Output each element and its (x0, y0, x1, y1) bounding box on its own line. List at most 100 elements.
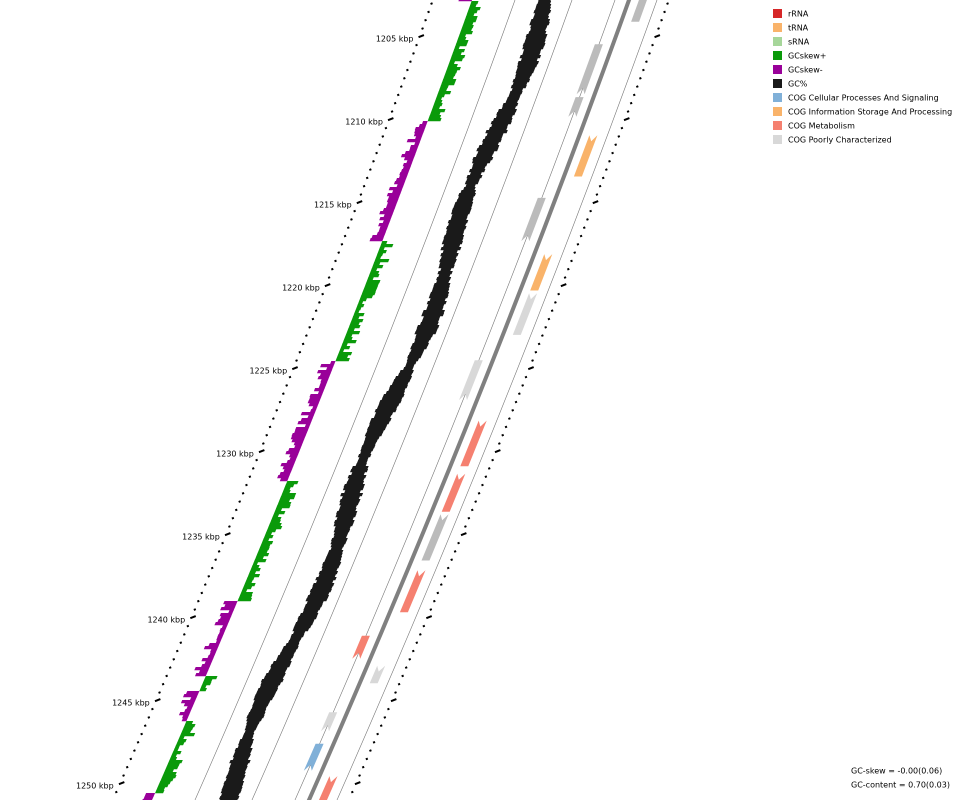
legend-swatch (773, 135, 782, 144)
ruler-tick (638, 76, 642, 80)
gc-skew-bar (223, 601, 238, 605)
gc-skew-bar (418, 124, 427, 128)
ruler-tick (396, 93, 400, 97)
gc-content-bar (501, 106, 517, 110)
ruler-label: 1210 kbp (345, 118, 383, 127)
gc-content-bar (254, 694, 276, 698)
gc-content-bar (410, 349, 425, 353)
gc-skew-bar (157, 784, 169, 788)
gc-skew-bar (162, 772, 177, 776)
gc-content-bar (446, 229, 465, 233)
gc-content-bar (454, 202, 474, 206)
gc-skew-bar (286, 481, 299, 485)
gc-content-bar (260, 682, 282, 686)
gc-content-bar (440, 256, 457, 260)
ruler-tick (343, 234, 347, 238)
ruler-tick (406, 68, 409, 72)
gc-skew-bar (265, 532, 273, 536)
gc-skew-bar (319, 382, 328, 386)
gene-arrow (399, 570, 426, 613)
gc-content-bar (253, 697, 274, 701)
gc-content-bar (373, 415, 392, 419)
gc-content-bar (440, 268, 452, 272)
gc-skew-bar (258, 547, 270, 551)
gc-content-bar (414, 331, 437, 335)
ruler-tick (330, 267, 334, 271)
gene-arrow (573, 135, 598, 177)
ruler-tick (573, 251, 577, 254)
gc-skew-bar (459, 31, 473, 35)
gc-content-bar (532, 16, 550, 20)
ruler-tick (654, 34, 661, 39)
gc-skew-bar (437, 91, 452, 95)
gc-content-bar (366, 430, 384, 434)
gc-content-bar (351, 466, 369, 470)
gc-skew-bar (240, 592, 254, 596)
gc-skew-bar (398, 175, 408, 179)
gc-skew-bar (313, 388, 325, 392)
ruler-tick (196, 599, 200, 603)
gc-skew-bar (182, 727, 194, 731)
gc-content-bar (410, 346, 428, 350)
gc-skew-bar (257, 550, 268, 554)
ruler-tick (446, 566, 450, 570)
ruler-tick (158, 691, 161, 694)
gc-skew-bar (406, 139, 421, 143)
gc-skew-bar (436, 94, 445, 98)
gc-content-bar (399, 370, 414, 374)
gc-content-bar (246, 718, 263, 722)
ruler-tick (617, 135, 621, 138)
gc-skew-bar (158, 781, 171, 785)
gc-content-bar (535, 4, 552, 8)
gc-content-bar (397, 373, 413, 377)
ruler-label: 1230 kbp (216, 450, 254, 459)
ruler-tick (453, 550, 457, 553)
gc-skew-bar (457, 37, 467, 41)
gc-skew-bar (429, 112, 441, 116)
ruler-tick (129, 757, 133, 761)
gc-content-bar (514, 76, 531, 80)
gc-content-bar (336, 517, 354, 521)
ruler-tick (147, 716, 151, 719)
gc-skew-bar (369, 271, 380, 275)
gc-skew-bar (204, 676, 218, 680)
gc-skew-bar (366, 280, 381, 284)
gc-content-bar (436, 280, 450, 284)
gc-content-bar (220, 790, 242, 794)
gc-skew-bar (357, 301, 364, 305)
ruler-tick (295, 359, 298, 362)
gc-content-bar (477, 151, 495, 155)
gc-content-bar (407, 355, 422, 359)
gc-content-bar (257, 688, 279, 692)
gene-arrow (460, 420, 487, 467)
gc-skew-bar (220, 607, 236, 611)
gc-skew-bar (373, 262, 381, 266)
gc-skew-bar (465, 16, 478, 20)
gc-content-bar (305, 598, 328, 602)
gc-content-bar (427, 304, 445, 308)
gc-skew-bar (181, 718, 188, 722)
gc-content-bar (421, 319, 440, 323)
ruler-tick (318, 301, 321, 304)
gc-skew-bar (353, 313, 365, 317)
gc-skew-bar (300, 418, 313, 422)
gc-content-bar (244, 730, 255, 734)
gc-content-bar (306, 601, 324, 605)
gc-skew-bar (172, 751, 182, 755)
gc-skew-bar (272, 514, 280, 518)
gc-content-bar (325, 556, 343, 560)
gc-skew-bar (224, 604, 237, 608)
gc-content-bar (415, 334, 434, 338)
gc-content-bar (239, 739, 254, 743)
gc-skew-bar (379, 211, 394, 215)
gc-content-bar (492, 118, 513, 122)
gc-skew-bar (381, 241, 388, 245)
gc-content-bar (229, 763, 249, 767)
ruler-tick (517, 392, 521, 396)
gc-content-bar (443, 235, 465, 239)
ruler-tick (238, 500, 242, 503)
ruler-tick (541, 334, 544, 337)
gc-content-bar (421, 313, 445, 317)
ruler-tick (399, 85, 403, 88)
gc-content-bar (471, 166, 486, 170)
